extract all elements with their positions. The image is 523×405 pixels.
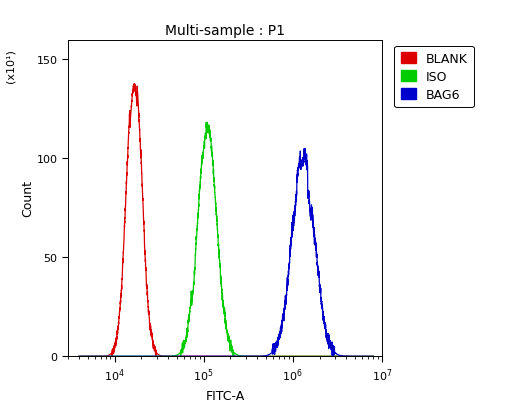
Legend: BLANK, ISO, BAG6: BLANK, ISO, BAG6 (394, 47, 474, 108)
Text: (x10¹): (x10¹) (5, 49, 15, 82)
Y-axis label: Count: Count (21, 180, 34, 217)
Title: Multi-sample : P1: Multi-sample : P1 (165, 24, 285, 38)
X-axis label: FITC-A: FITC-A (205, 389, 245, 402)
